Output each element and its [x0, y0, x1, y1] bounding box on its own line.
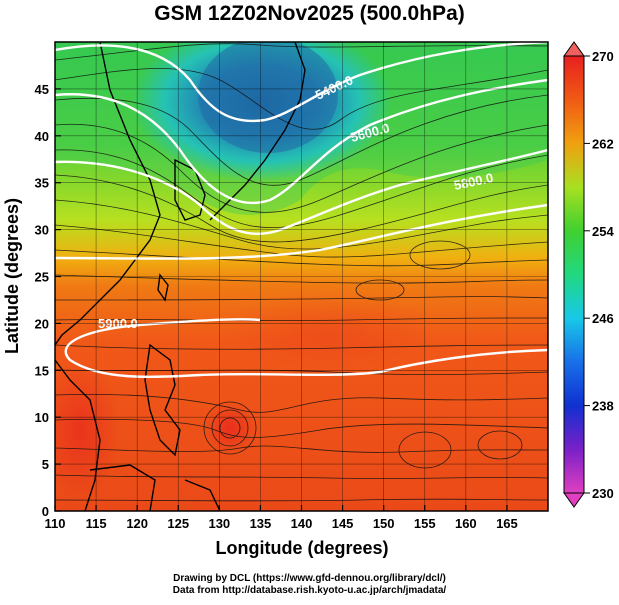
x-tick-label: 115: [86, 516, 107, 531]
colorbar-tick-label: 254: [592, 224, 614, 239]
temperature-field: 5400.0 5600.0 5800.0 5900.0: [55, 42, 548, 511]
colorbar-tick-label: 246: [592, 311, 614, 326]
y-tick-label: 10: [35, 410, 49, 425]
y-axis-label: Latitude (degrees): [2, 198, 22, 354]
y-tick-label: 25: [35, 270, 49, 285]
colorbar-tick-label: 262: [592, 136, 614, 151]
x-axis-label: Longitude (degrees): [215, 538, 388, 558]
x-tick-label: 145: [332, 516, 354, 531]
colorbar-tick-label: 238: [592, 399, 614, 414]
x-tick-label: 155: [414, 516, 436, 531]
y-tick-label: 30: [35, 223, 49, 238]
y-axis: 0 5 10 15 20 25 30 35 40 45: [35, 82, 61, 519]
x-tick-label: 160: [455, 516, 477, 531]
contour-5400: [55, 42, 548, 123]
coastlines: [55, 42, 306, 511]
colorbar: 230 238 246 254 262 270: [563, 41, 614, 508]
y-tick-label: 5: [42, 457, 49, 472]
chart-title: GSM 12Z02Nov2025 (500.0hPa): [154, 2, 465, 25]
x-tick-label: 135: [250, 516, 272, 531]
credit-data: Data from http://database.rish.kyoto-u.a…: [172, 585, 447, 596]
x-tick-label: 150: [373, 516, 395, 531]
contour-5800: [55, 148, 548, 235]
x-tick-label: 165: [496, 516, 518, 531]
lat-lon-grid: [55, 42, 548, 511]
y-tick-label: 40: [35, 129, 49, 144]
colorbar-min-arrow: [563, 492, 585, 508]
credit-drawing: Drawing by DCL (https://www.gfd-dennou.o…: [173, 573, 446, 584]
x-tick-label: 130: [208, 516, 230, 531]
x-axis: 110 115 120 125 130 135 140 145 150 155 160 165: [45, 505, 518, 531]
colorbar-max-arrow: [563, 41, 585, 57]
height-contours: [55, 42, 548, 379]
credits: Drawing by DCL (https://www.gfd-dennou.o…: [0, 573, 619, 597]
y-tick-label: 15: [35, 363, 49, 378]
x-tick-label: 110: [45, 516, 66, 531]
colorbar-tick-label: 230: [592, 486, 614, 501]
y-tick-label: 45: [35, 82, 49, 97]
colorbar-scale: [563, 55, 585, 494]
contour-5900: [64, 318, 548, 379]
contour-5600: [55, 78, 548, 205]
y-tick-label: 0: [42, 504, 49, 519]
y-tick-label: 35: [35, 176, 49, 191]
x-tick-label: 120: [126, 516, 148, 531]
x-tick-label: 125: [167, 516, 189, 531]
contour-5880: [55, 203, 548, 260]
y-tick-label: 20: [35, 316, 49, 331]
x-tick-label: 140: [291, 516, 313, 531]
colorbar-tick-label: 270: [592, 49, 614, 64]
